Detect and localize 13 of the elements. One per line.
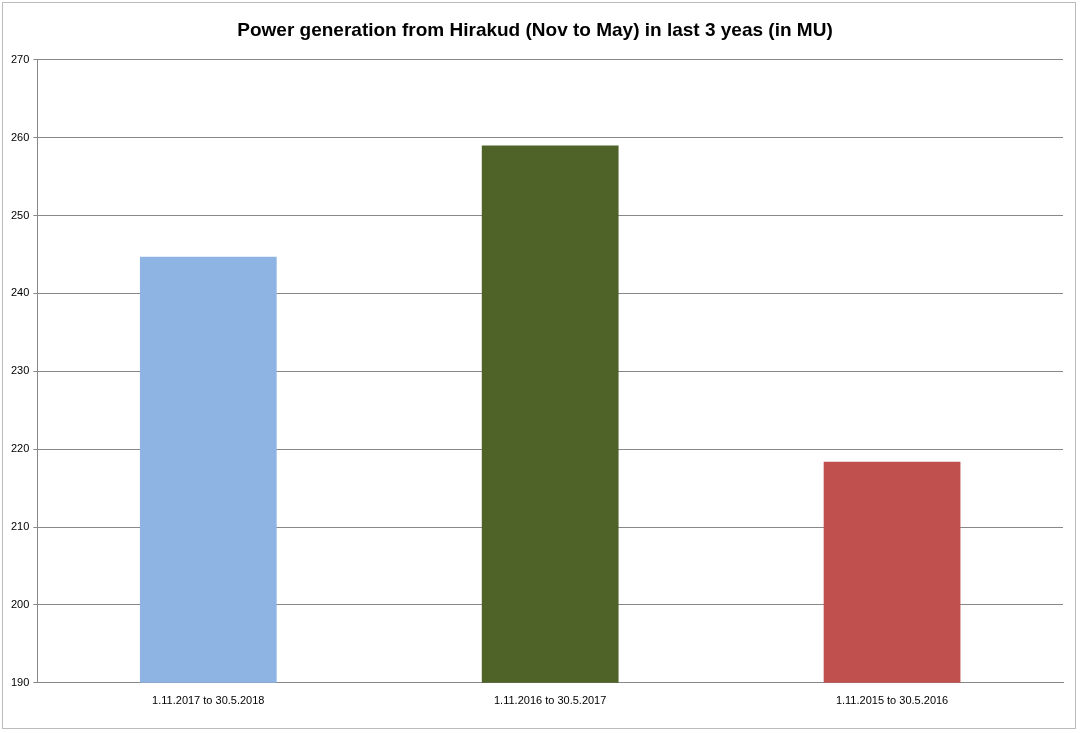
y-tick-label: 270 [10, 52, 30, 65]
x-tick-label: 1.11.2017 to 30.5.2018 [152, 694, 265, 707]
y-tick-label: 230 [10, 364, 30, 377]
x-tick-label: 1.11.2016 to 30.5.2017 [494, 694, 607, 707]
y-tick-label: 220 [10, 442, 30, 455]
y-tick-label: 240 [10, 286, 30, 299]
x-tick-label: 1.11.2015 to 30.5.2016 [835, 694, 949, 707]
y-tick-label: 200 [10, 597, 30, 610]
y-tick-label: 210 [10, 520, 30, 533]
y-tick-label: 190 [10, 675, 30, 688]
y-tick-label: 250 [10, 208, 30, 221]
y-tick-label: 260 [10, 130, 30, 143]
chart-title: Power generation from Hirakud (Nov to May) in last 3 yeas (in MU) [237, 18, 833, 40]
